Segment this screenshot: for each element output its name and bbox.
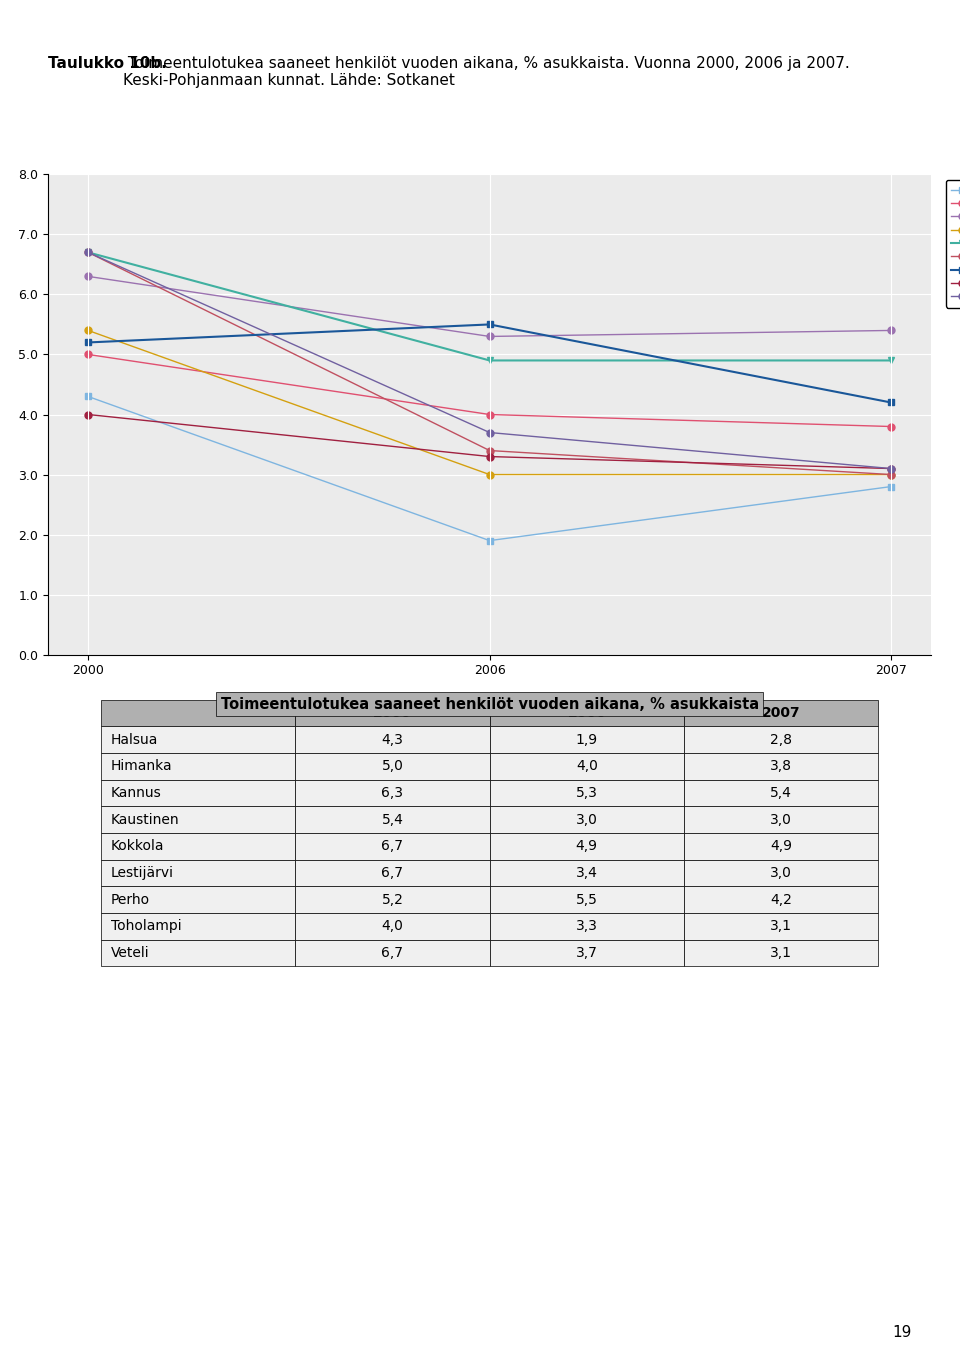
Perho bbox=[83, 335, 94, 351]
Kannus bbox=[83, 268, 94, 284]
Perho bbox=[885, 394, 897, 411]
Kannus bbox=[484, 328, 495, 344]
Lestijärvi bbox=[83, 245, 94, 261]
Veteli bbox=[83, 245, 94, 261]
Himanka bbox=[885, 419, 897, 435]
Line: Kannus: Kannus bbox=[84, 273, 895, 340]
Halsua bbox=[484, 533, 495, 549]
Toholampi bbox=[83, 407, 94, 423]
Line: Kokkola: Kokkola bbox=[84, 249, 895, 364]
Text: Taulukko 10b.: Taulukko 10b. bbox=[48, 56, 167, 71]
Toholampi bbox=[484, 449, 495, 465]
Kaustinen bbox=[484, 466, 495, 483]
Legend: Halsua, Himanka, Kannus, Kaustinen, Kokkola, Lestijärvi, Perho, Toholampi, Vetel: Halsua, Himanka, Kannus, Kaustinen, Kokk… bbox=[946, 180, 960, 307]
Line: Halsua: Halsua bbox=[84, 393, 895, 544]
Himanka bbox=[484, 407, 495, 423]
Himanka bbox=[83, 347, 94, 363]
Line: Toholampi: Toholampi bbox=[84, 411, 895, 472]
Perho bbox=[484, 317, 495, 333]
Line: Himanka: Himanka bbox=[84, 351, 895, 430]
Halsua bbox=[885, 479, 897, 495]
Line: Perho: Perho bbox=[84, 321, 895, 407]
Halsua bbox=[83, 389, 94, 405]
Kokkola bbox=[484, 352, 495, 369]
Veteli bbox=[484, 424, 495, 441]
Toholampi bbox=[885, 461, 897, 477]
Kannus bbox=[885, 322, 897, 339]
Text: 19: 19 bbox=[893, 1325, 912, 1340]
Lestijärvi bbox=[484, 442, 495, 458]
Kokkola bbox=[885, 352, 897, 369]
Kokkola bbox=[83, 245, 94, 261]
Line: Veteli: Veteli bbox=[84, 249, 895, 472]
Kaustinen bbox=[885, 466, 897, 483]
Line: Kaustinen: Kaustinen bbox=[84, 326, 895, 477]
Text: Toimeentulotukea saaneet henkilöt vuoden aikana, % asukkaista. Vuonna 2000, 2006: Toimeentulotukea saaneet henkilöt vuoden… bbox=[123, 56, 850, 88]
Kaustinen bbox=[83, 322, 94, 339]
Veteli bbox=[885, 461, 897, 477]
Text: Toimeentulotukea saaneet henkilöt vuoden aikana, % asukkaista: Toimeentulotukea saaneet henkilöt vuoden… bbox=[221, 696, 758, 711]
Line: Lestijärvi: Lestijärvi bbox=[84, 249, 895, 477]
Lestijärvi bbox=[885, 466, 897, 483]
